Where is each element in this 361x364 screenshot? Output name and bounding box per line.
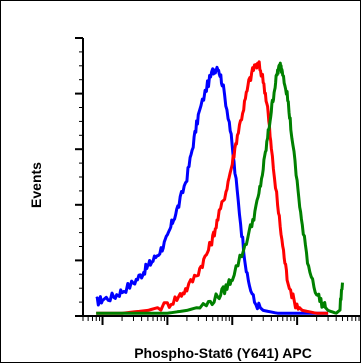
- series-line-3: [96, 61, 344, 315]
- y-axis-label: Events: [28, 162, 44, 208]
- series-line-2: [96, 60, 329, 315]
- series-line-1: [95, 65, 329, 315]
- axes-group: [75, 37, 361, 325]
- series-group: [95, 60, 344, 315]
- x-axis-label: Phospho-Stat6 (Y641) APC: [134, 345, 312, 361]
